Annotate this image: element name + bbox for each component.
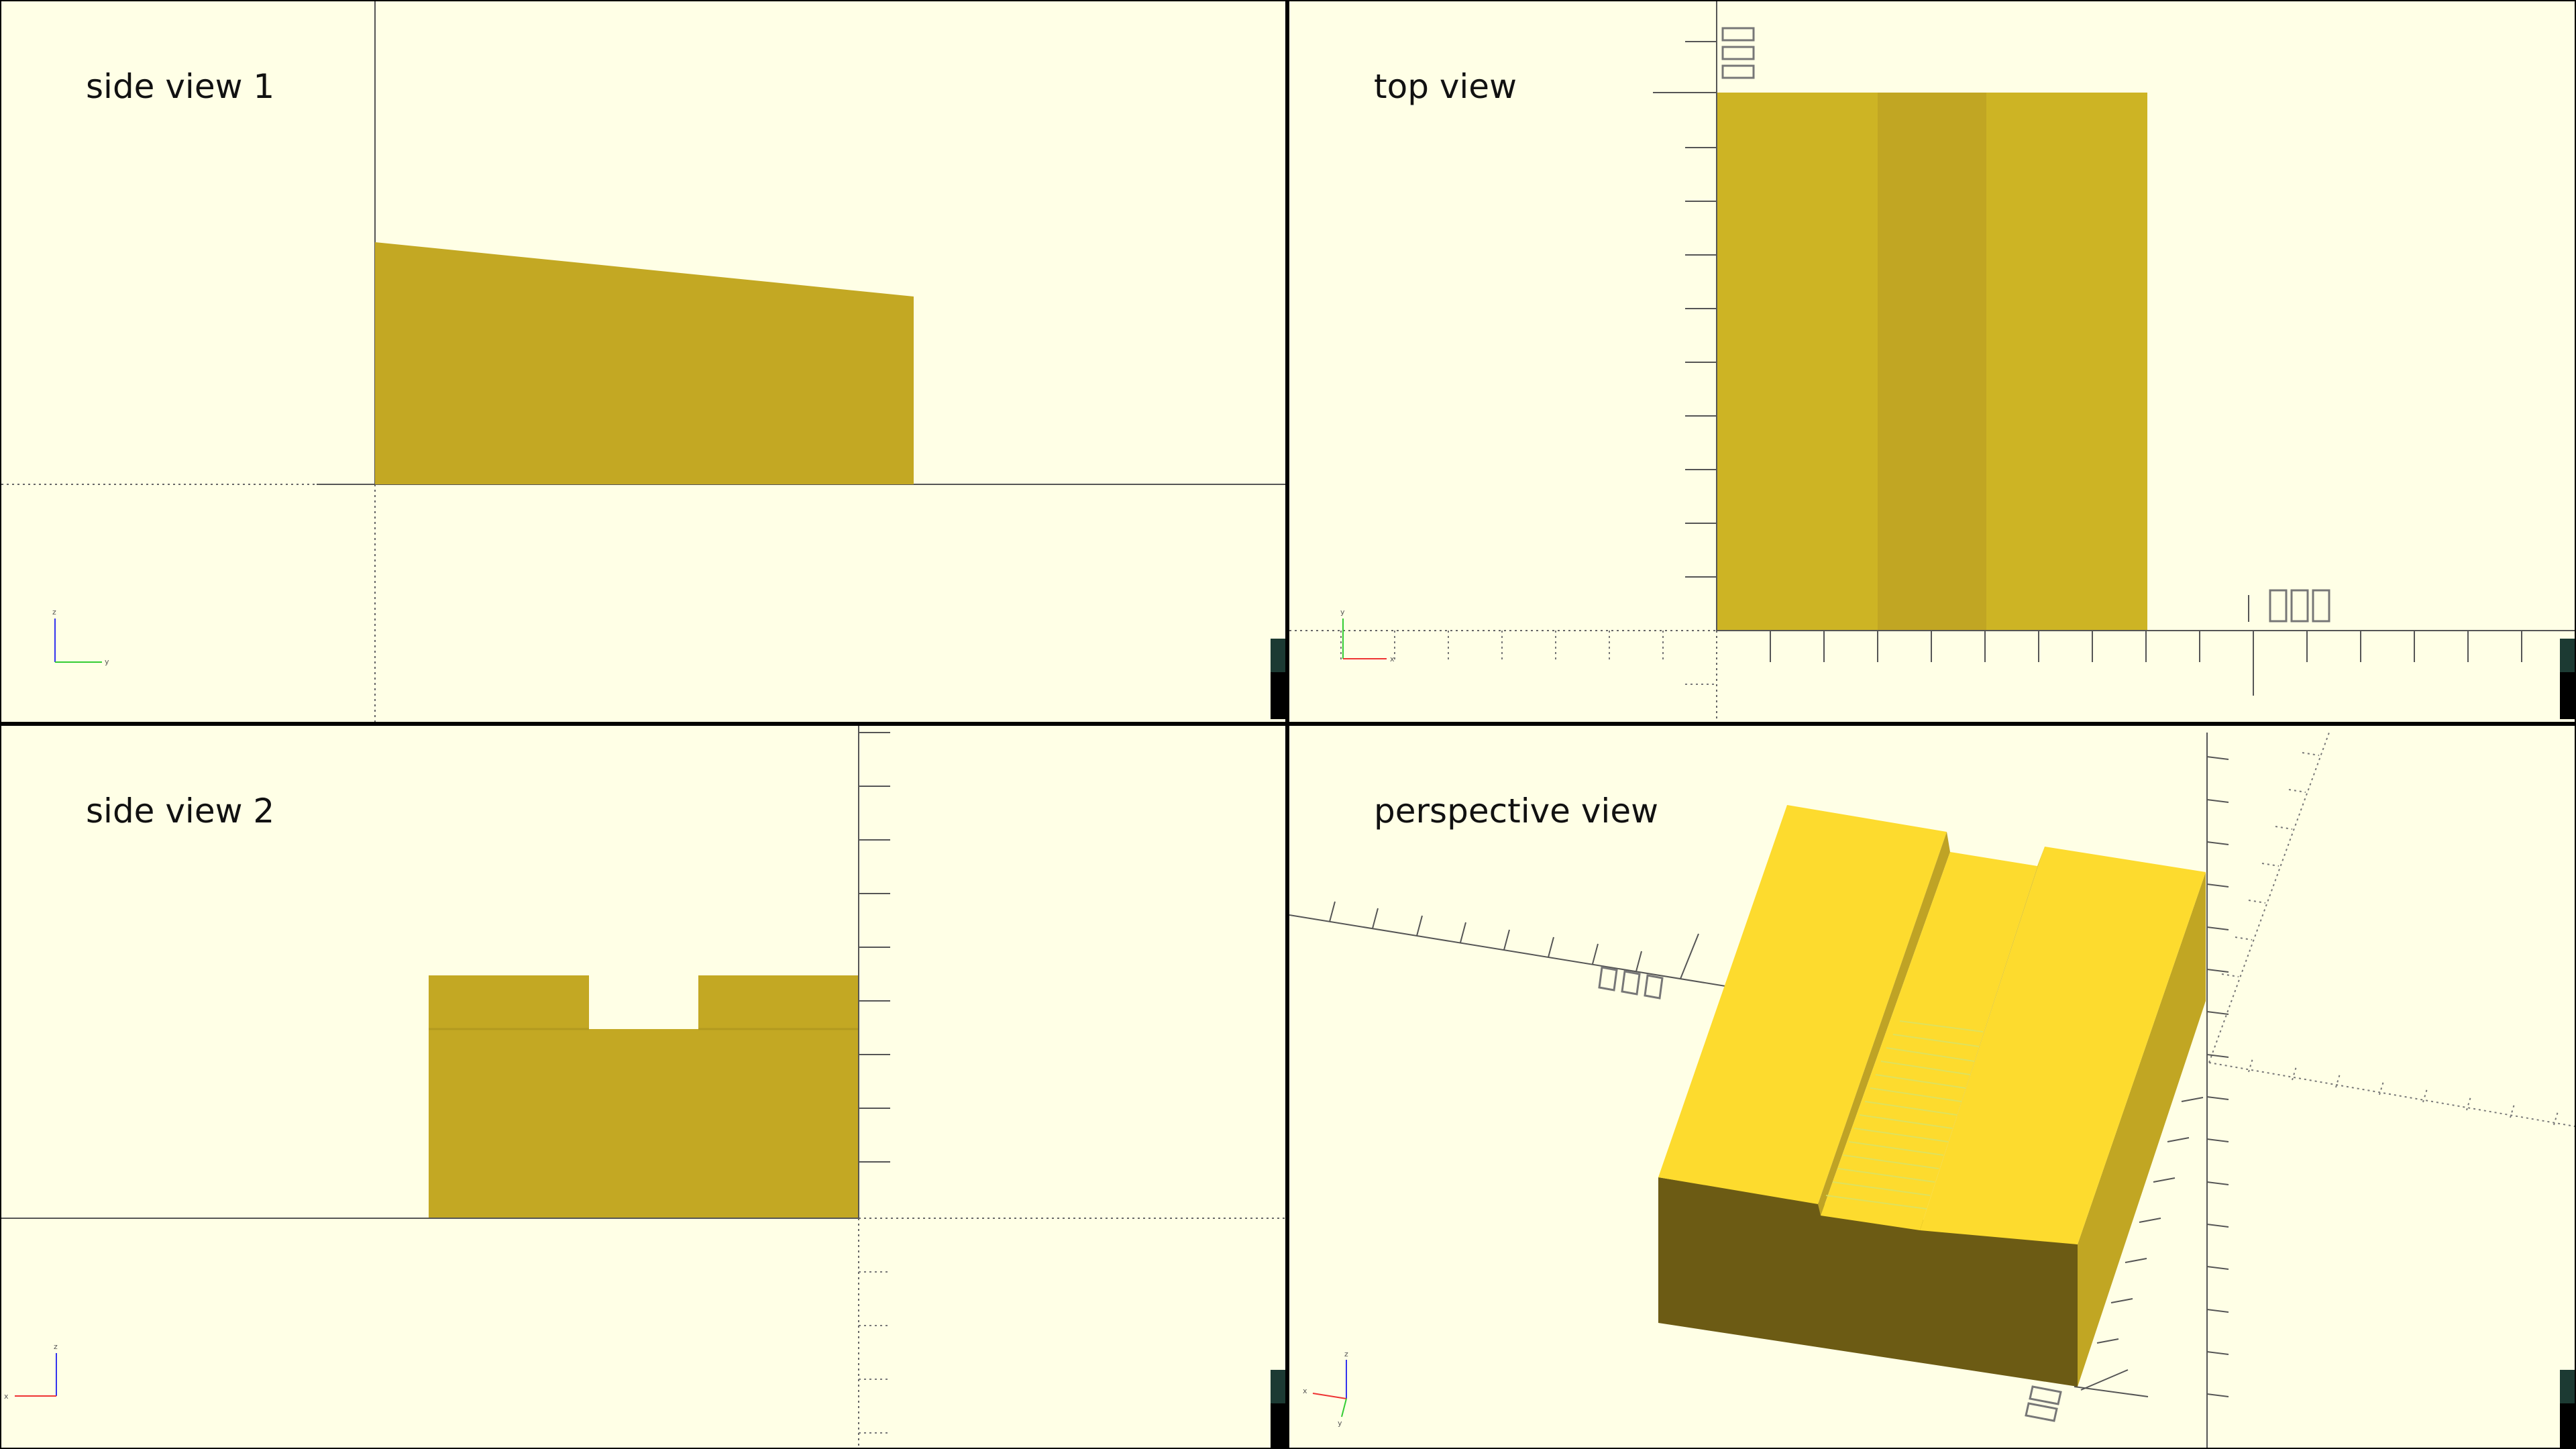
x-axis-ticks [1770, 595, 2522, 696]
x-axis-line [1289, 914, 1726, 987]
axis-scale-label-glyphs [1598, 966, 2062, 1422]
model-groove-wall [1818, 832, 1950, 1216]
model-top-groove [1878, 93, 1986, 631]
axis-label-y: y [1338, 1419, 1342, 1427]
axis-triad-icon: z x [4, 1342, 58, 1401]
y-axis-ticks [2080, 1097, 2204, 1391]
top-view-canvas [1289, 1, 2575, 722]
model-groove-floor [1821, 852, 2037, 1230]
viewport-perspective-view[interactable]: perspective view z x y [1289, 726, 2575, 1448]
axis-triad-icon: z x y [1303, 1350, 1348, 1427]
axis-label-x: x [1390, 655, 1395, 663]
y-axis-negative-line [2208, 732, 2330, 1063]
model-zfighting-lines [1825, 1020, 1984, 1210]
perspective-view-canvas [1289, 732, 2575, 1448]
axis-label-x: x [4, 1392, 9, 1401]
viewport-top-view[interactable]: top view y x [1289, 1, 2575, 722]
view-title: top view [1374, 67, 1517, 106]
model-side-silhouette [375, 242, 914, 484]
z-axis-negative-ticks [859, 1271, 890, 1434]
y-axis-ticks [1653, 41, 1717, 578]
side-view-1-canvas [1, 1, 1285, 722]
view-title: side view 2 [86, 792, 275, 830]
model-groove-edge [1920, 847, 2045, 1230]
axis-label-z: z [1344, 1350, 1348, 1358]
negative-axis-ticks [2221, 752, 2559, 1126]
viewport-side-view-2[interactable]: side view 2 z x [1, 726, 1285, 1448]
viewport-side-view-1[interactable]: side view 1 z y [1, 1, 1285, 722]
model-top-right-rail [1920, 847, 2206, 1244]
x-axis-negative-line [2208, 1062, 2575, 1127]
axis-label-x: x [1303, 1387, 1307, 1395]
axis-triad-icon: y x [1340, 608, 1395, 663]
model-side-silhouette [429, 975, 859, 1218]
z-axis-ticks [2206, 756, 2229, 1397]
viewport-scroll-indicator[interactable] [1271, 1370, 1285, 1448]
view-title: side view 1 [86, 67, 275, 106]
z-axis-ticks [859, 732, 890, 1163]
side-view-2-canvas [1, 726, 1285, 1448]
model-right-face [2078, 872, 2206, 1387]
axis-label-y: y [105, 657, 109, 666]
viewport-scroll-indicator[interactable] [1271, 639, 1285, 719]
viewport-scroll-indicator[interactable] [2560, 639, 2575, 719]
axis-triad-icon: z y [52, 608, 109, 666]
axis-label-y: y [1340, 608, 1345, 616]
view-title: perspective view [1374, 792, 1658, 830]
model-top-left-rail [1658, 805, 1947, 1204]
axis-label-z: z [54, 1342, 58, 1351]
x-axis-ticks [1329, 901, 1699, 979]
axis-label-z: z [52, 608, 56, 616]
viewport-scroll-indicator[interactable] [2560, 1370, 2575, 1448]
axis-scale-label-glyphs [1721, 27, 2330, 623]
